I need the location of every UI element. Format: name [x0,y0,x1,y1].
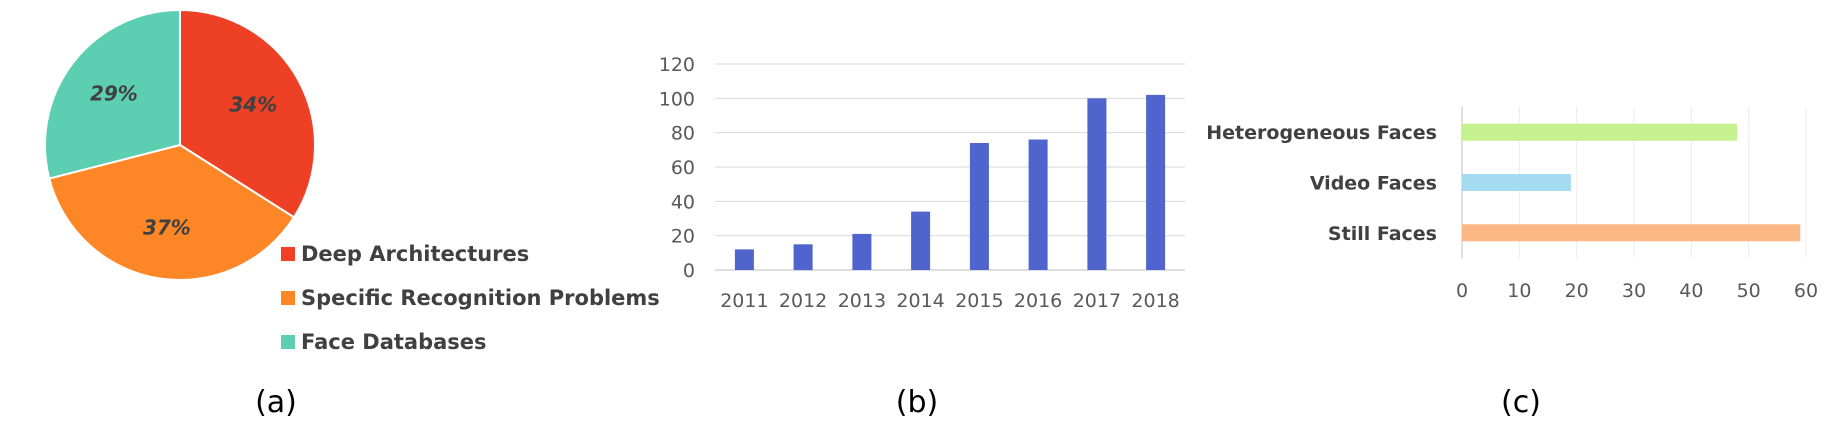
hbar-heterogeneous-faces [1462,123,1738,141]
horizontal-bar-chart-panel: Heterogeneous Faces Video Faces Still Face… [1206,107,1818,420]
bar-x-tick-2016: 2016 [1014,290,1062,312]
bar-2012 [793,244,813,271]
hbar-x-tick-labels: 0 10 20 30 40 50 60 [1456,280,1818,302]
hbar-x-tick-4: 40 [1679,280,1703,302]
bar-2015 [969,143,989,270]
hbar-category-still-faces: Still Faces [1328,223,1437,245]
bar-2017 [1087,98,1107,270]
hbar-still-faces [1462,224,1801,242]
panel-label-a: (a) [255,385,297,420]
pie-labels: 34% 37% 29% [90,82,277,240]
bar-y-tick-6: 120 [659,54,695,76]
hbar-category-heterogeneous-faces: Heterogeneous Faces [1206,122,1437,144]
bar-y-tick-5: 100 [659,88,695,110]
legend-label-1: Specific Recognition Problems [301,286,660,310]
bar-x-tick-2015: 2015 [955,290,1003,312]
bar-x-tick-2017: 2017 [1073,290,1121,312]
legend-swatch-1 [281,291,295,305]
pie-slice-1 [48,143,296,281]
pie-slice-2 [44,8,181,180]
panel-label-b: (b) [896,385,938,420]
bar-y-tick-labels: 0 20 40 60 80 100 120 [659,54,695,282]
bar-x-tick-2018: 2018 [1131,290,1179,312]
panel-label-c: (c) [1501,385,1541,420]
bar-2013 [852,233,872,270]
pie-slice-label-2: 29% [90,82,138,106]
hbar-x-tick-5: 50 [1737,280,1761,302]
hbar-bars [1462,123,1801,242]
pie-slice-label-0: 34% [229,93,277,117]
hbar-x-tick-1: 10 [1507,280,1531,302]
hbar-category-labels: Heterogeneous Faces Video Faces Still Face… [1206,122,1437,245]
legend-swatch-2 [281,335,295,349]
pie-chart-panel: 34% 37% 29% Deep Architectures Specific Rec… [44,8,660,420]
bar-x-tick-2012: 2012 [779,290,827,312]
bar-y-tick-1: 20 [671,226,695,248]
hbar-video-faces [1462,174,1571,191]
bar-y-tick-2: 40 [671,191,695,213]
bar-2016 [1028,139,1048,270]
legend-swatch-0 [281,247,295,261]
hbar-category-video-faces: Video Faces [1310,173,1437,195]
pie-legend: Deep Architectures Specific Recognition P… [281,242,660,354]
bar-y-tick-0: 0 [683,260,695,282]
pie-slices [44,8,316,281]
bar-gridlines [715,63,1185,271]
bar-x-tick-2011: 2011 [720,290,768,312]
pie-slice-label-1: 37% [143,216,191,240]
bar-chart-panel: 0 20 40 60 80 100 120 2011 2012 2013 2014 2015 2016… [659,54,1185,420]
bar-x-tick-2013: 2013 [838,290,886,312]
bar-2011 [734,249,754,270]
bar-y-tick-4: 80 [671,123,695,145]
hbar-x-tick-2: 20 [1565,280,1589,302]
bar-bars [734,94,1166,271]
hbar-x-tick-3: 30 [1622,280,1646,302]
legend-label-2: Face Databases [301,330,487,354]
legend-label-0: Deep Architectures [301,242,529,266]
bar-x-tick-labels: 2011 2012 2013 2014 2015 2016 2017 2018 [720,290,1180,312]
bar-2018 [1146,94,1166,271]
bar-2014 [911,211,931,270]
hbar-x-tick-6: 60 [1794,280,1818,302]
hbar-x-tick-0: 0 [1456,280,1468,302]
bar-x-tick-2014: 2014 [896,290,944,312]
bar-y-tick-3: 60 [671,157,695,179]
